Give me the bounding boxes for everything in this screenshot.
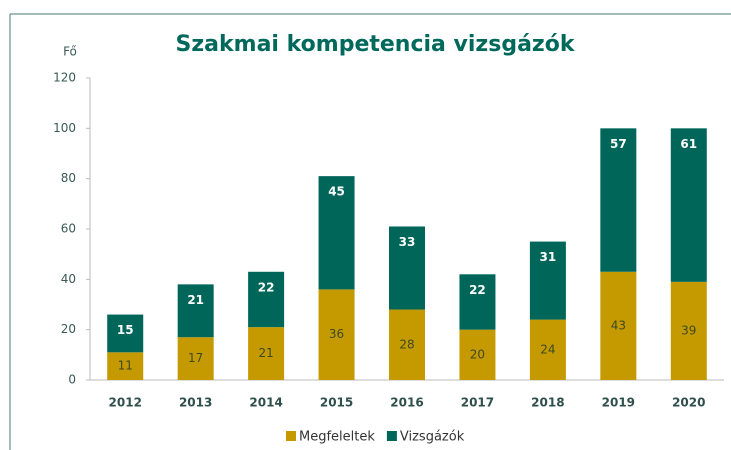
legend-swatch	[286, 431, 296, 441]
data-label: 15	[117, 323, 134, 337]
bar-segment	[459, 329, 496, 380]
x-tick-label: 2015	[320, 396, 353, 410]
data-label: 28	[399, 337, 414, 351]
bar-segment	[459, 274, 496, 330]
x-tick-label: 2014	[249, 396, 282, 410]
data-label: 39	[681, 323, 696, 337]
bar-segment	[389, 309, 425, 380]
data-label: 45	[328, 185, 345, 199]
bar-segment	[600, 271, 637, 380]
bar-segment	[670, 281, 707, 380]
y-tick-label: 40	[61, 272, 76, 286]
data-label: 22	[469, 283, 486, 297]
data-label: 36	[329, 327, 344, 341]
y-tick-label: 0	[68, 373, 76, 387]
bar-segment	[318, 176, 355, 290]
y-tick-label: 100	[53, 121, 76, 135]
data-label: 24	[540, 342, 555, 356]
data-label: 17	[188, 351, 203, 365]
x-tick-label: 2018	[531, 396, 564, 410]
legend-label: Megfeleltek	[299, 430, 375, 445]
bar-segment	[107, 352, 144, 380]
x-tick-label: 2012	[109, 396, 142, 410]
chart-title: Szakmai kompetencia vizsgázók	[176, 32, 576, 57]
y-axis-label: Fő	[63, 45, 77, 59]
bar-segment	[177, 337, 214, 380]
x-tick-label: 2013	[179, 396, 212, 410]
bar-segment	[389, 226, 425, 310]
x-tick-label: 2019	[602, 396, 635, 410]
data-label: 57	[610, 137, 627, 151]
bar-segment	[670, 128, 707, 282]
y-tick-label: 60	[61, 222, 76, 236]
bar-segment	[248, 271, 285, 328]
y-tick-label: 80	[61, 171, 76, 185]
data-label: 21	[258, 346, 273, 360]
data-label: 22	[258, 280, 275, 294]
bar-segment	[177, 284, 214, 338]
data-label: 61	[680, 137, 697, 151]
bar-segment	[318, 289, 355, 380]
x-tick-label: 2017	[461, 396, 494, 410]
data-label: 11	[118, 359, 133, 373]
data-label: 43	[611, 318, 626, 332]
x-tick-label: 2016	[390, 396, 423, 410]
legend-swatch	[386, 431, 397, 441]
bar-segment	[107, 314, 144, 353]
bar-segment	[600, 128, 637, 272]
y-tick-label: 20	[61, 322, 76, 336]
data-label: 33	[399, 235, 416, 249]
bar-segment	[529, 241, 566, 320]
data-label: 20	[470, 347, 485, 361]
x-tick-label: 2020	[672, 396, 705, 410]
bar-segment	[529, 319, 566, 380]
legend-label: Vizsgázók	[400, 430, 465, 445]
data-label: 21	[187, 293, 204, 307]
data-label: 31	[540, 250, 557, 264]
bar-segment	[248, 327, 285, 380]
y-tick-label: 120	[53, 71, 76, 85]
